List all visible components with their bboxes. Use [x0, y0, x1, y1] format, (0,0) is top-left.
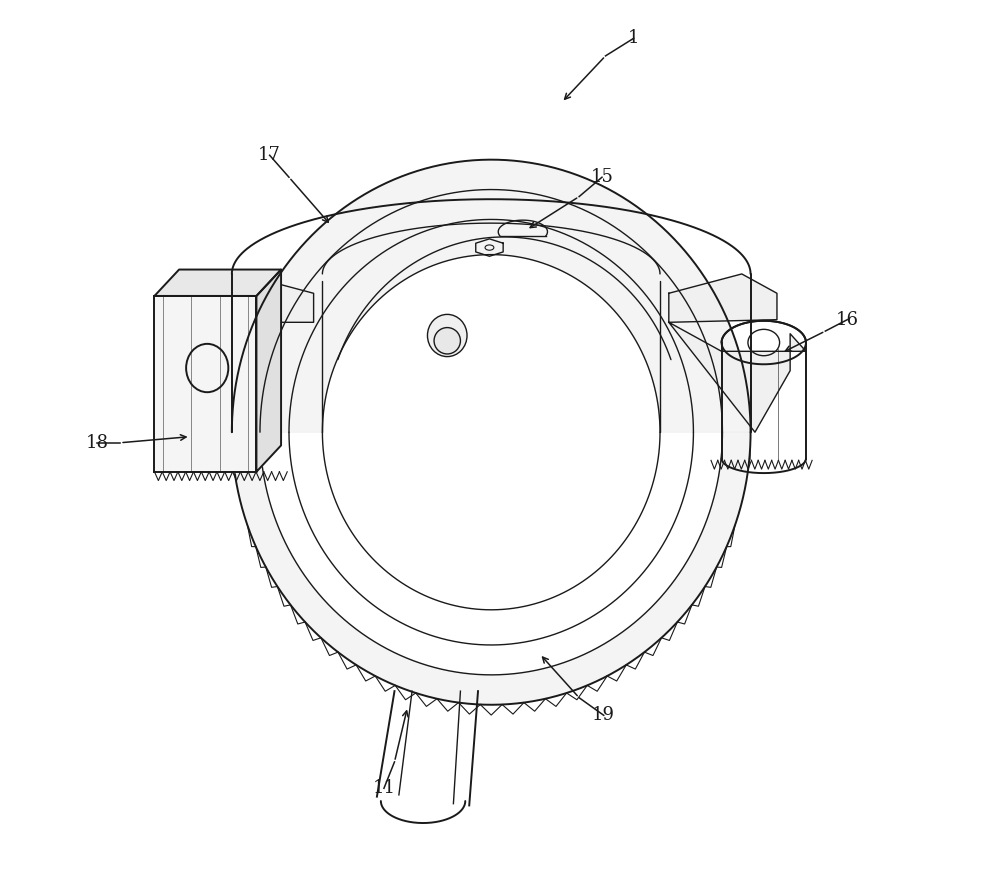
- Polygon shape: [256, 270, 281, 472]
- Polygon shape: [669, 274, 777, 322]
- Text: 15: 15: [591, 168, 613, 186]
- Polygon shape: [232, 160, 751, 432]
- Polygon shape: [179, 274, 314, 322]
- Text: 1: 1: [628, 29, 639, 48]
- Ellipse shape: [427, 314, 467, 356]
- Text: 18: 18: [86, 434, 109, 452]
- Text: 19: 19: [592, 706, 615, 724]
- Text: 17: 17: [258, 146, 281, 164]
- Polygon shape: [232, 432, 751, 705]
- Polygon shape: [154, 270, 281, 296]
- Polygon shape: [669, 322, 806, 432]
- Text: 16: 16: [836, 310, 859, 329]
- Ellipse shape: [434, 327, 460, 354]
- Text: 11: 11: [372, 780, 395, 797]
- Polygon shape: [154, 296, 256, 472]
